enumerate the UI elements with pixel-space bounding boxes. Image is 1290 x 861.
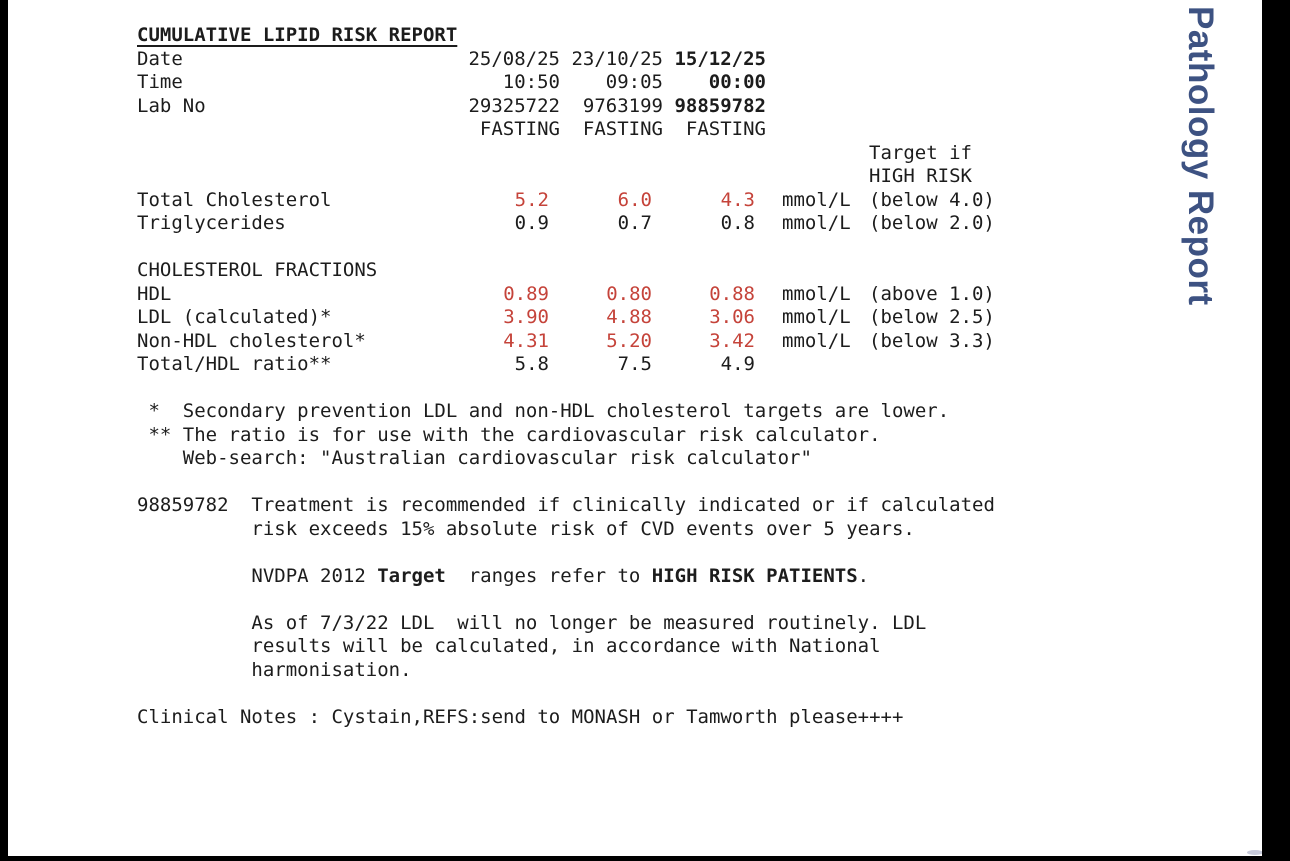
fasting-col2: FASTING [582,118,663,140]
result-value-col3: 4.9 [720,353,755,375]
fasting-col3: FASTING [685,118,766,140]
result-target-range: (below 4.0) [869,188,995,211]
comment-ldl-line3: harmonisation. [137,658,412,681]
lab-no-col1: 29325722 [468,94,560,117]
spacer [137,541,1047,565]
result-value-col2: 0.7 [617,212,652,234]
date-label: Date [137,47,183,70]
spacer [137,588,1047,612]
scrollbar-artifact [1247,850,1263,855]
result-target-range: (below 2.5) [869,306,995,328]
result-row-triglycerides: Triglycerides 0.9 0.7 0.8 mmol/L (below … [137,212,1047,236]
result-value-col3: 4.3 [720,188,755,211]
time-col1: 10:50 [502,71,560,93]
result-value-col3: 3.42 [709,329,755,352]
footnote-web-search: Web-search: "Australian cardiovascular r… [137,447,812,469]
target-if-header: Target if [869,141,972,164]
result-value-col1: 0.9 [514,212,549,234]
result-value-col2: 5.20 [606,329,652,352]
fasting-row: FASTING FASTING FASTING [137,118,1047,142]
report-title-row: CUMULATIVE LIPID RISK REPORT [137,24,1047,48]
analyte-label: Total/HDL ratio** [137,353,332,375]
fractions-heading: CHOLESTEROL FRACTIONS [137,259,378,281]
result-target-range: (above 1.0) [869,282,995,305]
spacer [137,377,1047,401]
result-value-col3: 3.06 [709,306,755,328]
result-value-col2: 7.5 [617,353,652,375]
comment-nvdpa-line: NVDPA 2012 Target ranges refer to HIGH R… [137,565,1047,589]
bottom-black-bar [0,856,1290,861]
time-col2: 09:05 [605,71,663,93]
result-unit: mmol/L [782,188,851,211]
analyte-label: LDL (calculated)* [137,306,332,328]
result-target-range: (below 3.3) [869,329,995,352]
result-row-ldl: LDL (calculated)* 3.90 4.88 3.06 mmol/L … [137,306,1047,330]
time-col3: 00:00 [708,71,766,93]
pathology-report-side-label: Pathology Report [1181,6,1220,306]
result-value-col3: 0.8 [720,212,755,234]
comment-ldl-line1: As of 7/3/22 LDL will no longer be measu… [137,611,927,634]
fractions-heading-row: CHOLESTEROL FRACTIONS [137,259,1047,283]
result-value-col1: 4.31 [503,329,549,352]
fasting-col1: FASTING [479,118,560,140]
nvdpa-text: . [857,564,870,587]
spacer [137,236,1047,260]
footnote-secondary-prevention: * Secondary prevention LDL and non-HDL c… [137,400,950,422]
comment-treatment-line1: 98859782 Treatment is recommended if cli… [137,494,995,516]
analyte-label: Non-HDL cholesterol* [137,329,366,352]
target-header-line2-row: HIGH RISK [137,165,1047,189]
report-title: CUMULATIVE LIPID RISK REPORT [137,24,458,46]
result-row-hdl: HDL 0.89 0.80 0.88 mmol/L (above 1.0) [137,283,1047,307]
result-unit: mmol/L [782,329,851,352]
analyte-label: Triglycerides [137,212,286,234]
lab-no-col2: 9763199 [582,94,663,117]
date-col3: 15/12/25 [674,47,766,70]
right-black-bar [1262,0,1290,861]
footnote-ratio-use: ** The ratio is for use with the cardiov… [137,423,881,446]
lab-no-col3: 98859782 [674,94,766,117]
result-value-col1: 5.8 [514,353,549,375]
date-row: Date 25/08/25 23/10/25 15/12/25 [137,48,1047,72]
nvdpa-text: NVDPA 2012 [137,564,378,587]
result-row-non-hdl: Non-HDL cholesterol* 4.31 5.20 3.42 mmol… [137,330,1047,354]
time-label: Time [137,71,183,93]
high-risk-header: HIGH RISK [869,165,972,187]
result-target-range: (below 2.0) [869,212,995,234]
result-value-col1: 5.2 [514,188,549,211]
result-value-col1: 0.89 [503,282,549,305]
nvdpa-text: ranges refer to [445,564,652,587]
target-header-line1-row: Target if [137,142,1047,166]
result-row-total-hdl-ratio: Total/HDL ratio** 5.8 7.5 4.9 [137,353,1047,377]
result-value-col3: 0.88 [709,282,755,305]
date-col2: 23/10/25 [571,47,663,70]
result-value-col2: 0.80 [606,282,652,305]
clinical-notes-row: Clinical Notes : Cystain,REFS:send to MO… [137,705,904,728]
result-unit: mmol/L [782,212,851,234]
date-col1: 25/08/25 [468,47,560,70]
result-unit: mmol/L [782,306,851,328]
result-value-col2: 6.0 [617,188,652,211]
analyte-label: Total Cholesterol [137,188,332,211]
cumulative-lipid-risk-report: CUMULATIVE LIPID RISK REPORT Date 25/08/… [137,24,1047,729]
nvdpa-target-bold: Target [377,564,446,587]
lab-no-label: Lab No [137,94,206,117]
result-row-total-cholesterol: Total Cholesterol 5.2 6.0 4.3 mmol/L (be… [137,189,1047,213]
result-unit: mmol/L [782,282,851,305]
result-value-col2: 4.88 [606,306,652,328]
lab-no-row: Lab No 29325722 9763199 98859782 [137,95,1047,119]
result-value-col1: 3.90 [503,306,549,328]
spacer [137,471,1047,495]
comment-treatment-line2: risk exceeds 15% absolute risk of CVD ev… [137,517,915,540]
spacer [137,682,1047,706]
time-row: Time 10:50 09:05 00:00 [137,71,1047,95]
comment-ldl-line2: results will be calculated, in accordanc… [137,635,881,657]
analyte-label: HDL [137,282,172,305]
nvdpa-high-risk-bold: HIGH RISK PATIENTS [651,564,858,587]
left-black-bar [0,0,8,861]
